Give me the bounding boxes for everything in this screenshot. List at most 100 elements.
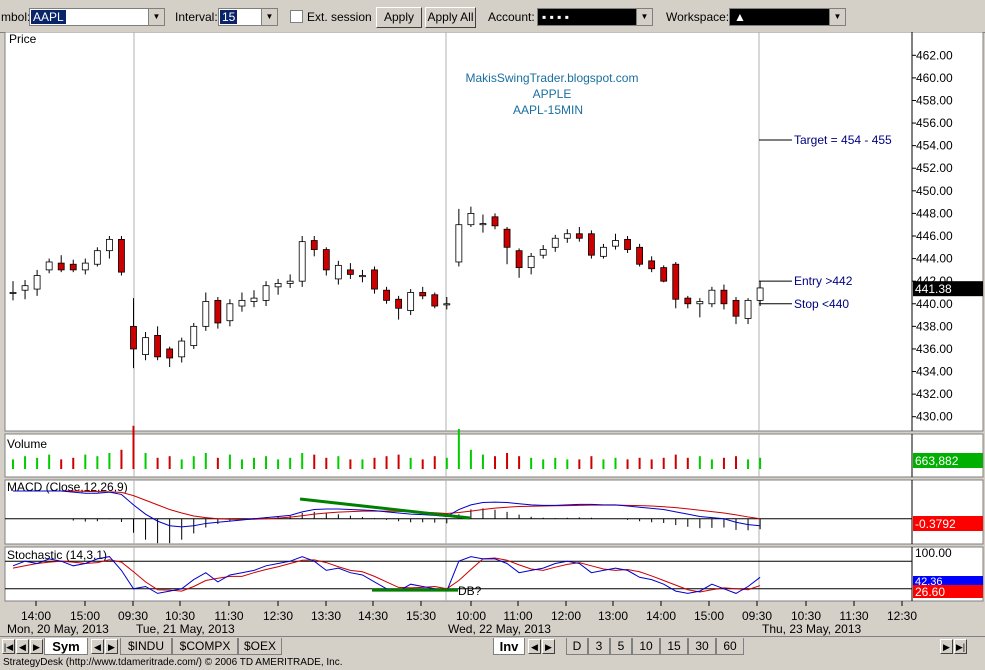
first-tab-button[interactable]: |◀	[2, 639, 15, 654]
x-tick-label: 14:00	[21, 609, 51, 623]
next-sym-button[interactable]: ▶	[105, 639, 118, 654]
candle-body	[624, 238, 631, 250]
macd-divergence-trendline	[299, 497, 471, 520]
candle-body	[359, 275, 366, 278]
annotation-name: APPLE	[533, 87, 572, 101]
candle-body	[744, 299, 752, 319]
volume-panel-title: Volume	[7, 437, 47, 451]
stochastic-k-badge	[913, 576, 983, 587]
candle-body	[660, 267, 668, 282]
price-tick-label: 440.00	[916, 297, 953, 311]
apply-all-button[interactable]: Apply All	[425, 7, 476, 28]
macd-value: -0.3792	[915, 517, 956, 531]
candle-body	[33, 275, 41, 290]
annotation-symbol: AAPL-15MIN	[513, 103, 583, 117]
chevron-down-icon[interactable]: ▼	[829, 9, 845, 25]
last-price-value: 441.38	[915, 282, 952, 296]
x-tick-label: 13:30	[311, 609, 341, 623]
account-label: Account:	[488, 10, 535, 24]
price-tick-label: 454.00	[916, 139, 953, 153]
tab-bar: |◀ ◀ ▶ Sym ◀ ▶ $INDU $COMPX $OEX Inv ◀ ▶…	[0, 636, 985, 657]
candle-body	[648, 260, 656, 270]
candle-body	[467, 213, 475, 226]
entry-level-label: Entry >442	[794, 274, 853, 288]
next-inv-button[interactable]: ▶	[542, 639, 555, 654]
price-tick-label: 444.00	[916, 252, 953, 266]
toolbar: mbol: AAPL ▼ Interval: 15 ▼ Ext. session…	[0, 0, 985, 33]
price-panel	[4, 32, 984, 432]
tab-inv[interactable]: Inv	[493, 638, 525, 655]
candle-body	[274, 283, 282, 288]
stochastic-d-badge	[913, 585, 983, 598]
candle-body	[539, 249, 547, 256]
candle-body	[684, 297, 692, 305]
candle-body	[407, 292, 415, 311]
candle-body	[563, 233, 571, 239]
tab-interval-15[interactable]: 15	[660, 638, 688, 655]
x-tick-label: 12:30	[263, 609, 293, 623]
price-tick-label: 432.00	[916, 387, 953, 401]
x-tick-label: 15:30	[406, 609, 436, 623]
candle-body	[130, 325, 137, 350]
workspace-combo[interactable]: ▲ ▼	[729, 8, 846, 26]
candle-body	[142, 337, 149, 355]
scroll-end-button[interactable]: ▶|	[954, 639, 967, 654]
candle-body	[154, 334, 162, 358]
volume-panel	[4, 433, 984, 478]
candle-body	[732, 299, 740, 317]
prev-tab-button[interactable]: ◀	[16, 639, 29, 654]
candle-body	[696, 301, 704, 305]
x-tick-label: 13:00	[598, 609, 628, 623]
tab-interval-30[interactable]: 30	[688, 638, 716, 655]
next-tab-button[interactable]: ▶	[30, 639, 43, 654]
chevron-down-icon[interactable]: ▼	[261, 9, 277, 25]
interval-label: Interval:	[175, 10, 218, 24]
price-tick-label: 446.00	[916, 229, 953, 243]
tab-interval-3[interactable]: 3	[588, 638, 610, 655]
price-tick-label: 438.00	[916, 319, 953, 333]
x-tick-label: 14:00	[646, 609, 676, 623]
account-combo[interactable]: ▪ ▪ ▪ ▪ ▼	[537, 8, 653, 26]
interval-combo[interactable]: 15 ▼	[218, 8, 278, 26]
chart-area[interactable]: Price 430.00 432.00 434.00 436.00 438.00 440.0…	[0, 32, 985, 636]
prev-inv-button[interactable]: ◀	[528, 639, 541, 654]
x-tick-label: 15:00	[694, 609, 724, 623]
chevron-down-icon[interactable]: ▼	[148, 9, 164, 25]
tab-interval-10[interactable]: 10	[632, 638, 660, 655]
candle-body	[419, 292, 427, 297]
tab-interval-d[interactable]: D	[566, 638, 588, 655]
candle-body	[310, 240, 318, 250]
scroll-right-button[interactable]: ▶	[940, 639, 953, 654]
price-tick-label: 462.00	[916, 48, 953, 62]
candle-body	[298, 241, 306, 282]
symbol-label: mbol:	[1, 10, 31, 24]
tab-indu[interactable]: $INDU	[120, 638, 172, 655]
tab-compx[interactable]: $COMPX	[172, 638, 238, 655]
tab-interval-5[interactable]: 5	[610, 638, 632, 655]
candle-body	[551, 237, 559, 248]
price-tick-label: 456.00	[916, 116, 953, 130]
price-tick-label: 434.00	[916, 365, 953, 379]
candle-body	[503, 228, 511, 248]
macd-panel	[4, 479, 984, 545]
candle-body	[443, 303, 451, 306]
candle-body	[69, 263, 77, 271]
ext-session-checkbox[interactable]	[290, 10, 303, 23]
x-tick-label: 09:30	[118, 609, 148, 623]
macd-badge	[913, 516, 983, 531]
prev-sym-button[interactable]: ◀	[91, 639, 104, 654]
candle-body	[455, 224, 463, 263]
candle-body	[575, 233, 583, 239]
candle-body	[720, 289, 728, 305]
apply-button[interactable]: Apply	[376, 7, 422, 28]
macd-line	[13, 490, 761, 528]
tab-oex[interactable]: $OEX	[238, 638, 282, 655]
account-value: ▪ ▪ ▪ ▪	[542, 10, 570, 24]
symbol-combo[interactable]: AAPL ▼	[29, 8, 165, 26]
candle-body	[672, 263, 680, 300]
tab-interval-60[interactable]: 60	[716, 638, 744, 655]
chevron-down-icon[interactable]: ▼	[636, 9, 652, 25]
price-tick-label: 460.00	[916, 71, 953, 85]
workspace-label: Workspace:	[666, 10, 730, 24]
tab-sym[interactable]: Sym	[44, 638, 88, 655]
